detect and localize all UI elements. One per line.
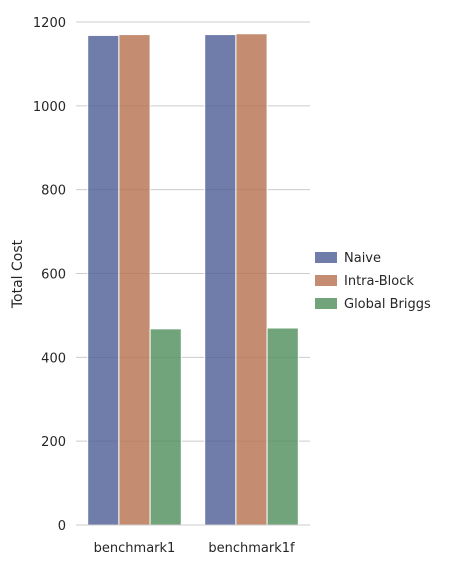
x-category-label: benchmark1	[94, 541, 176, 556]
y-tick-label: 0	[58, 519, 66, 534]
bar-naive-benchmark1f	[204, 34, 237, 526]
bar-intra-block-benchmark1f	[235, 33, 268, 526]
legend-label: Global Briggs	[344, 297, 431, 312]
bar-naive-benchmark1	[87, 34, 120, 526]
legend-label: Intra-Block	[344, 274, 414, 289]
y-tick-label: 600	[41, 268, 66, 283]
x-category-label: benchmark1f	[208, 541, 295, 556]
y-tick-label: 400	[41, 351, 66, 366]
y-tick-label: 1000	[33, 100, 66, 115]
legend-swatch	[315, 298, 337, 309]
y-axis-ticks: 0 200 400 600 800 1000 1200	[33, 16, 66, 534]
y-tick-label: 800	[41, 184, 66, 199]
bar-global-briggs-benchmark1	[149, 328, 182, 526]
legend-swatch	[315, 252, 337, 263]
legend-label: Naive	[344, 251, 381, 266]
legend: Naive Intra-Block Global Briggs	[315, 251, 431, 312]
x-axis-categories: benchmark1 benchmark1f	[94, 541, 295, 556]
y-tick-label: 1200	[33, 16, 66, 31]
bar-intra-block-benchmark1	[118, 34, 151, 526]
y-tick-label: 200	[41, 435, 66, 450]
legend-swatch	[315, 275, 337, 286]
y-axis-label: Total Cost	[10, 239, 26, 309]
bars	[87, 33, 299, 526]
bar-global-briggs-benchmark1f	[266, 327, 299, 526]
